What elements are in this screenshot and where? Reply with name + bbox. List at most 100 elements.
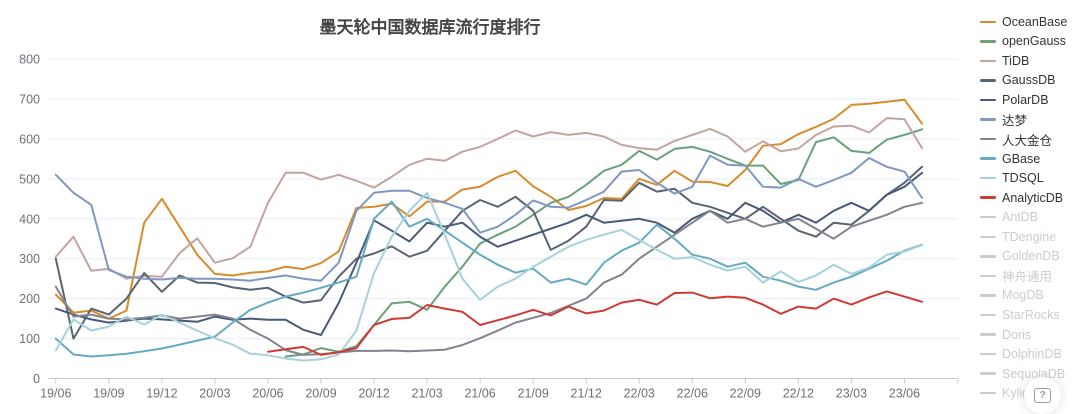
legend-line-swatch bbox=[980, 372, 996, 375]
legend-item-7[interactable]: GBase bbox=[980, 149, 1080, 169]
question-icon: ? bbox=[1034, 388, 1051, 403]
legend-line-swatch bbox=[980, 20, 996, 24]
x-axis-label-20/06: 20/06 bbox=[252, 387, 283, 401]
legend-item-16[interactable]: Doris bbox=[980, 325, 1080, 345]
y-axis-label-600: 600 bbox=[19, 132, 40, 146]
y-axis-label-100: 100 bbox=[19, 332, 40, 346]
legend-line-swatch bbox=[980, 333, 996, 336]
legend-line-swatch bbox=[980, 255, 996, 258]
legend-label: 人大金仓 bbox=[1002, 133, 1053, 148]
y-axis-label-400: 400 bbox=[19, 212, 40, 226]
legend-item-2[interactable]: TiDB bbox=[980, 51, 1080, 71]
legend-item-18[interactable]: SequoiaDB bbox=[980, 364, 1080, 384]
legend-line-swatch bbox=[980, 313, 996, 317]
legend-label: openGauss bbox=[1002, 34, 1066, 49]
legend-item-6[interactable]: 人大金仓 bbox=[980, 129, 1080, 149]
x-axis-label-21/12: 21/12 bbox=[571, 387, 602, 401]
legend-label: AnalyticDB bbox=[1002, 190, 1064, 205]
legend-label: StarRocks bbox=[1002, 307, 1060, 322]
x-axis-label-21/06: 21/06 bbox=[464, 387, 495, 401]
x-axis-label-22/03: 22/03 bbox=[624, 387, 655, 401]
x-axis-label-20/12: 20/12 bbox=[358, 387, 389, 401]
series-line-1-openGauss[interactable] bbox=[284, 128, 924, 358]
help-button[interactable]: ? bbox=[1024, 377, 1061, 414]
legend-label: SequoiaDB bbox=[1002, 366, 1066, 381]
legend-label: DolphinDB bbox=[1002, 347, 1062, 362]
legend-line-swatch bbox=[980, 137, 996, 141]
y-axis-label-800: 800 bbox=[19, 53, 40, 67]
x-axis-label-22/09: 22/09 bbox=[730, 387, 761, 401]
legend-item-5[interactable]: 达梦 bbox=[980, 110, 1080, 130]
legend-item-12[interactable]: GoldenDB bbox=[980, 247, 1080, 267]
legend-label: GBase bbox=[1002, 151, 1041, 166]
legend-line-swatch bbox=[980, 40, 996, 43]
legend-item-8[interactable]: TDSQL bbox=[980, 168, 1080, 188]
y-axis-label-500: 500 bbox=[19, 172, 40, 186]
series-line-5-达梦[interactable] bbox=[54, 154, 924, 282]
legend-line-swatch bbox=[980, 294, 996, 297]
legend-line-swatch bbox=[980, 215, 996, 219]
legend-label: 神舟通用 bbox=[1002, 270, 1053, 285]
legend-label: 达梦 bbox=[1002, 114, 1028, 128]
x-axis-label-19/09: 19/09 bbox=[93, 387, 124, 401]
series-line-3-GaussDB[interactable] bbox=[54, 165, 924, 340]
legend-label: Doris bbox=[1002, 327, 1032, 342]
y-axis-label-700: 700 bbox=[19, 92, 40, 106]
chart-title: 墨天轮中国数据库流行度排行 bbox=[319, 18, 541, 37]
x-axis-label-22/06: 22/06 bbox=[677, 387, 708, 401]
legend-item-14[interactable]: MogDB bbox=[980, 286, 1080, 306]
series-line-2-TiDB[interactable] bbox=[54, 117, 924, 280]
y-axis-label-300: 300 bbox=[19, 252, 40, 266]
legend-item-13[interactable]: 神舟通用 bbox=[980, 266, 1080, 286]
x-axis-label-20/03: 20/03 bbox=[199, 387, 230, 401]
legend-line-swatch bbox=[980, 79, 996, 82]
x-axis-label-22/12: 22/12 bbox=[783, 387, 814, 401]
legend-label: AntDB bbox=[1002, 210, 1039, 225]
x-axis-label-23/03: 23/03 bbox=[836, 387, 867, 401]
legend-item-17[interactable]: DolphinDB bbox=[980, 344, 1080, 364]
series-line-7-GBase[interactable] bbox=[54, 200, 924, 358]
legend-label: GoldenDB bbox=[1002, 249, 1060, 264]
legend-label: TiDB bbox=[1002, 53, 1030, 68]
x-axis-label-21/09: 21/09 bbox=[518, 387, 549, 401]
legend-label: MogDB bbox=[1002, 288, 1044, 303]
legend-line-swatch bbox=[980, 118, 996, 121]
legend-line-swatch bbox=[980, 274, 996, 278]
legend-item-4[interactable]: PolarDB bbox=[980, 90, 1080, 110]
series-line-4-PolarDB[interactable] bbox=[54, 171, 924, 336]
legend-item-9[interactable]: AnalyticDB bbox=[980, 188, 1080, 208]
legend-line-swatch bbox=[980, 98, 996, 102]
x-axis-label-19/06: 19/06 bbox=[40, 387, 71, 401]
x-axis-label-20/09: 20/09 bbox=[305, 387, 336, 401]
series-line-9-AnalyticDB[interactable] bbox=[267, 290, 924, 356]
legend-label: TDengine bbox=[1002, 229, 1057, 244]
legend-line-swatch bbox=[980, 391, 996, 395]
legend-line-swatch bbox=[980, 157, 996, 160]
legend-label: GaussDB bbox=[1002, 73, 1056, 88]
legend-item-15[interactable]: StarRocks bbox=[980, 305, 1080, 325]
legend-item-3[interactable]: GaussDB bbox=[980, 71, 1080, 91]
legend-label: OceanBase bbox=[1002, 14, 1068, 29]
x-axis-label-19/12: 19/12 bbox=[146, 387, 177, 401]
legend-line-swatch bbox=[980, 196, 996, 199]
y-axis-label-200: 200 bbox=[19, 292, 40, 306]
chart-legend: OceanBase openGauss TiDB GaussDB PolarDB 达梦人大… bbox=[980, 12, 1080, 403]
legend-label: TDSQL bbox=[1002, 171, 1044, 186]
legend-line-swatch bbox=[980, 352, 996, 356]
legend-item-10[interactable]: AntDB bbox=[980, 207, 1080, 227]
x-axis-label-21/03: 21/03 bbox=[411, 387, 442, 401]
legend-line-swatch bbox=[980, 176, 996, 180]
series-line-6-人大金仓[interactable] bbox=[54, 201, 924, 356]
legend-item-11[interactable]: TDengine bbox=[980, 227, 1080, 247]
legend-line-swatch bbox=[980, 235, 996, 239]
x-axis-label-23/06: 23/06 bbox=[889, 387, 920, 401]
legend-item-1[interactable]: openGauss bbox=[980, 32, 1080, 52]
y-axis-label-0: 0 bbox=[33, 372, 40, 386]
legend-line-swatch bbox=[980, 59, 996, 63]
series-line-8-TDSQL[interactable] bbox=[54, 191, 924, 362]
legend-label: PolarDB bbox=[1002, 92, 1049, 107]
series-line-0-OceanBase[interactable] bbox=[54, 98, 924, 320]
legend-item-0[interactable]: OceanBase bbox=[980, 12, 1080, 32]
